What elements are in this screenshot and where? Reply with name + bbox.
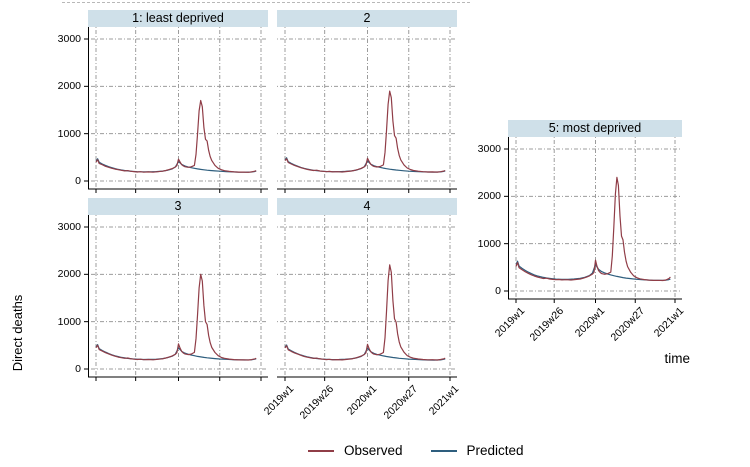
observed-line	[95, 99, 257, 173]
facet-panel: 4	[277, 198, 457, 381]
facet-plot	[84, 27, 268, 193]
y-tick-label: 3000	[477, 143, 501, 155]
observed-line	[95, 273, 257, 361]
y-tick-label: 2000	[477, 190, 501, 203]
y-tick-label: 3000	[57, 33, 81, 45]
observed-line	[284, 90, 446, 173]
facet-title: 2	[277, 10, 457, 27]
plot-region-top-border	[62, 2, 470, 3]
x-tick-label: 2019w1	[261, 383, 297, 418]
y-tick-label: 2000	[57, 80, 81, 93]
facet-panel: 3	[84, 198, 268, 381]
predicted-line-sample	[430, 449, 457, 452]
x-tick-label: 2019w1	[492, 305, 528, 340]
observed-line	[515, 176, 671, 282]
legend-label-predicted: Predicted	[466, 443, 524, 458]
facet-plot	[277, 27, 457, 193]
facet-plot	[504, 137, 682, 303]
y-tick-label: 0	[495, 285, 501, 297]
observed-line-sample	[308, 449, 334, 452]
x-tick-label: 2020w27	[381, 383, 421, 422]
x-tick-label: 2020w27	[608, 305, 647, 344]
facet-panel: 2	[277, 10, 457, 193]
x-tick-label: 2020w1	[572, 305, 607, 340]
facet-title: 1: least deprived	[88, 10, 268, 27]
y-tick-label: 1000	[477, 237, 501, 250]
y-tick-label: 3000	[57, 221, 81, 233]
y-tick-label: 1000	[57, 315, 81, 328]
x-tick-label: 2021w1	[426, 383, 462, 418]
facet-title: 4	[277, 198, 457, 215]
predicted-line	[515, 260, 671, 281]
y-tick-label: 1000	[57, 127, 81, 140]
observed-line	[284, 264, 446, 361]
x-tick-label: 2020w1	[344, 383, 379, 418]
facet-panel: 5: most deprived	[504, 120, 682, 303]
y-tick-label: 0	[75, 363, 81, 375]
legend: Observed Predicted	[308, 443, 524, 458]
y-tick-label: 2000	[57, 268, 81, 281]
legend-label-observed: Observed	[344, 443, 403, 458]
facet-plot	[277, 215, 457, 381]
facet-panel: 1: least deprived	[84, 10, 268, 193]
x-axis-title: time	[664, 351, 690, 366]
y-tick-label: 0	[75, 175, 81, 187]
y-axis-title: Direct deaths	[10, 294, 25, 372]
x-tick-label: 2019w26	[297, 383, 337, 422]
x-tick-label: 2019w26	[527, 305, 566, 344]
facet-plot	[84, 215, 268, 381]
x-tick-label: 2021w1	[651, 305, 687, 340]
facet-title: 5: most deprived	[508, 120, 682, 137]
facet-title: 3	[88, 198, 268, 215]
